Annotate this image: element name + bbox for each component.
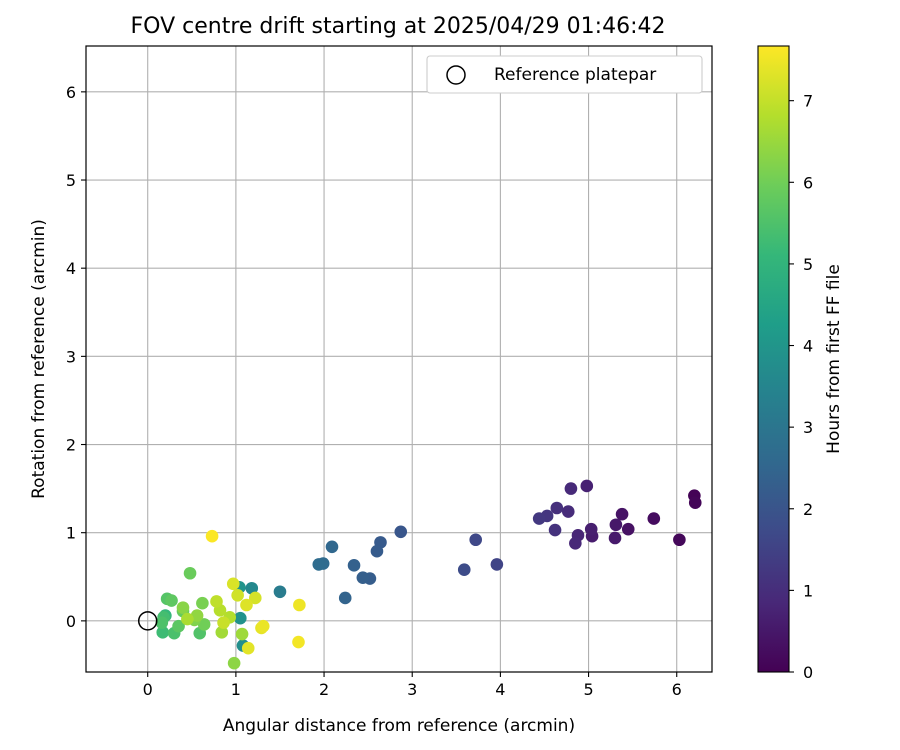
data-point — [256, 619, 270, 633]
data-point — [457, 563, 471, 577]
y-tick-label: 3 — [66, 347, 76, 366]
data-point — [176, 601, 190, 614]
x-tick-label: 0 — [143, 680, 153, 699]
data-point — [673, 533, 686, 547]
colorbar-label: Hours from first FF file — [824, 264, 844, 454]
data-points — [155, 479, 702, 670]
data-point — [156, 626, 170, 639]
y-tick-label: 5 — [66, 171, 76, 190]
data-point — [609, 518, 623, 532]
data-point — [621, 522, 635, 536]
data-point — [241, 641, 255, 655]
chart-title: FOV centre drift starting at 2025/04/29 … — [131, 14, 666, 39]
y-tick-label: 2 — [66, 436, 76, 455]
data-point — [190, 609, 204, 622]
data-point — [210, 595, 223, 608]
x-tick-label: 5 — [583, 680, 593, 699]
x-axis-label: Angular distance from reference (arcmin) — [223, 716, 575, 736]
colorbar-tick-label: 4 — [803, 337, 813, 356]
data-point — [196, 596, 209, 610]
y-axis-label: Rotation from reference (arcmin) — [29, 219, 49, 499]
data-point — [338, 591, 352, 605]
data-point — [231, 588, 244, 602]
data-point — [292, 635, 305, 649]
y-tick-labels: 0 1 2 3 4 5 6 — [66, 83, 86, 631]
data-point — [548, 523, 562, 537]
legend-label: Reference platepar — [494, 65, 656, 85]
x-tick-label: 3 — [407, 680, 417, 699]
colorbar: 0 1 2 3 4 5 6 7 Hours from first FF file — [757, 45, 844, 682]
data-point — [490, 558, 504, 571]
x-tick-label: 6 — [672, 680, 682, 699]
reference-platepar-marker — [137, 611, 158, 631]
data-point — [183, 566, 197, 580]
data-point — [370, 544, 384, 558]
data-point — [293, 598, 306, 612]
data-point — [273, 585, 287, 599]
data-point — [550, 501, 564, 515]
x-tick-labels: 0 1 2 3 4 5 6 — [143, 672, 682, 699]
data-point — [165, 594, 178, 607]
y-tick-label: 4 — [66, 259, 76, 278]
data-point — [561, 505, 575, 518]
plot-frame — [85, 45, 713, 673]
data-point — [240, 598, 253, 612]
data-point — [248, 591, 262, 605]
colorbar-tick-label: 5 — [803, 255, 813, 274]
x-tick-label: 4 — [495, 680, 505, 699]
data-point — [227, 656, 241, 670]
data-point — [226, 577, 240, 591]
data-point — [584, 522, 598, 536]
data-point — [217, 616, 230, 629]
data-point — [394, 525, 408, 539]
colorbar-tick-label: 6 — [803, 173, 813, 192]
legend: Reference platepar — [426, 55, 703, 94]
y-tick-label: 1 — [66, 524, 76, 543]
data-point — [215, 626, 229, 639]
colorbar-tick-label: 0 — [803, 663, 813, 682]
grid-lines — [86, 46, 712, 672]
legend-box — [426, 55, 703, 94]
y-tick-label: 6 — [66, 83, 76, 102]
data-point — [580, 479, 594, 493]
legend-marker-icon — [446, 65, 466, 85]
colorbar-gradient — [757, 45, 790, 673]
data-point — [172, 619, 185, 633]
colorbar-tick-label: 2 — [803, 500, 813, 519]
data-point — [469, 533, 483, 547]
data-point — [233, 611, 247, 625]
data-point — [564, 482, 578, 495]
data-point — [347, 559, 361, 572]
data-point — [356, 571, 370, 584]
data-point — [532, 512, 546, 525]
data-point — [205, 529, 219, 543]
data-point — [235, 627, 249, 641]
data-point — [615, 507, 629, 521]
data-point — [325, 540, 339, 554]
colorbar-tick-label: 3 — [803, 418, 813, 437]
data-point — [608, 531, 622, 545]
colorbar-ticks: 0 1 2 3 4 5 6 7 — [789, 92, 813, 682]
y-tick-label: 0 — [66, 612, 76, 631]
x-tick-label: 1 — [231, 680, 241, 699]
x-tick-label: 2 — [319, 680, 329, 699]
data-point — [245, 581, 259, 595]
data-point — [155, 616, 169, 629]
colorbar-tick-label: 1 — [803, 581, 813, 600]
data-point — [569, 536, 582, 550]
data-point — [312, 558, 326, 571]
data-point — [197, 618, 211, 631]
data-point — [647, 512, 661, 525]
data-point — [688, 496, 702, 510]
data-point — [181, 612, 194, 626]
colorbar-tick-label: 7 — [803, 92, 813, 111]
